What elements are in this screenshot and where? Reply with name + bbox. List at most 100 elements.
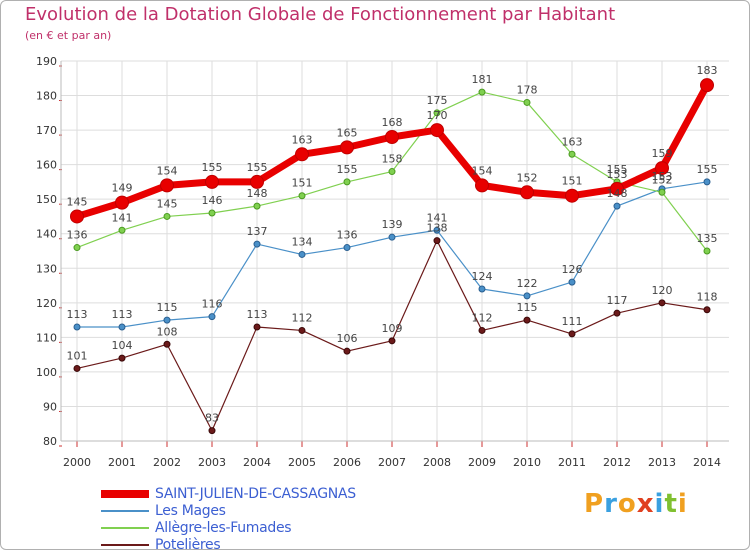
legend-swatch bbox=[101, 543, 149, 546]
x-tick-label: 2004 bbox=[243, 456, 271, 469]
x-tick-label: 2002 bbox=[153, 456, 181, 469]
legend-item: Allègre-les-Fumades bbox=[101, 519, 356, 536]
data-point bbox=[523, 98, 531, 106]
data-point bbox=[250, 174, 264, 189]
data-label: 141 bbox=[427, 211, 448, 224]
data-label: 159 bbox=[652, 147, 673, 160]
data-label: 134 bbox=[292, 235, 313, 248]
data-point bbox=[208, 313, 216, 321]
data-point bbox=[253, 202, 261, 210]
legend-label: SAINT-JULIEN-DE-CASSAGNAS bbox=[155, 485, 356, 502]
x-tick-label: 2012 bbox=[603, 456, 631, 469]
data-point bbox=[655, 161, 669, 176]
data-point bbox=[253, 240, 261, 248]
data-label: 154 bbox=[472, 164, 493, 177]
data-point bbox=[613, 309, 621, 317]
data-label: 126 bbox=[562, 263, 583, 276]
data-point bbox=[520, 185, 534, 200]
proxiti-logo: Proxiti bbox=[584, 489, 688, 519]
data-point bbox=[118, 323, 126, 331]
data-point bbox=[703, 247, 711, 255]
data-point bbox=[475, 178, 489, 193]
y-tick-label: 110 bbox=[36, 331, 57, 344]
data-point bbox=[523, 292, 531, 300]
data-point bbox=[430, 123, 444, 138]
x-tick-label: 2008 bbox=[423, 456, 451, 469]
data-point bbox=[70, 209, 84, 224]
data-label: 168 bbox=[382, 116, 403, 129]
data-point bbox=[295, 147, 309, 162]
data-label: 154 bbox=[157, 164, 178, 177]
x-tick-label: 2005 bbox=[288, 456, 316, 469]
legend-label: Les Mages bbox=[155, 502, 226, 519]
logo-letter: x bbox=[636, 489, 655, 519]
data-point bbox=[700, 78, 714, 93]
data-point bbox=[610, 181, 624, 196]
data-label: 116 bbox=[202, 298, 223, 311]
y-tick-label: 160 bbox=[36, 159, 57, 172]
data-label: 108 bbox=[157, 325, 178, 338]
legend-swatch bbox=[101, 509, 149, 512]
data-label: 83 bbox=[205, 412, 219, 425]
data-point bbox=[208, 427, 216, 435]
data-point bbox=[298, 326, 306, 334]
data-point bbox=[298, 250, 306, 258]
x-tick-label: 2003 bbox=[198, 456, 226, 469]
data-label: 135 bbox=[697, 232, 718, 245]
y-tick-label: 180 bbox=[36, 90, 57, 103]
data-point bbox=[163, 316, 171, 324]
x-tick-label: 2001 bbox=[108, 456, 136, 469]
x-tick-label: 2014 bbox=[693, 456, 721, 469]
logo-letter: r bbox=[604, 489, 618, 519]
data-label: 115 bbox=[157, 301, 178, 314]
legend-label: Allègre-les-Fumades bbox=[155, 519, 292, 536]
data-label: 112 bbox=[292, 311, 313, 324]
legend-item: Les Mages bbox=[101, 502, 356, 519]
chart-subtitle: (en € et par an) bbox=[25, 29, 112, 42]
data-label: 104 bbox=[112, 339, 133, 352]
logo-letter: i bbox=[654, 489, 665, 519]
logo-letter: o bbox=[617, 489, 637, 519]
data-point bbox=[433, 109, 441, 117]
data-point bbox=[703, 306, 711, 314]
data-label: 163 bbox=[562, 135, 583, 148]
data-point bbox=[73, 364, 81, 372]
data-point bbox=[478, 88, 486, 96]
y-tick-label: 100 bbox=[36, 366, 57, 379]
x-tick-label: 2013 bbox=[648, 456, 676, 469]
data-label: 148 bbox=[247, 187, 268, 200]
y-tick-label: 120 bbox=[36, 297, 57, 310]
data-point bbox=[433, 226, 441, 234]
data-point bbox=[73, 244, 81, 252]
data-point bbox=[298, 192, 306, 200]
data-label: 148 bbox=[607, 187, 628, 200]
data-point bbox=[658, 299, 666, 307]
data-label: 151 bbox=[292, 177, 313, 190]
data-label: 136 bbox=[67, 229, 88, 242]
data-label: 163 bbox=[292, 133, 313, 146]
x-tick-label: 2009 bbox=[468, 456, 496, 469]
data-point bbox=[388, 337, 396, 345]
data-label: 155 bbox=[337, 163, 358, 176]
data-point bbox=[568, 330, 576, 338]
data-point bbox=[208, 209, 216, 217]
data-label: 111 bbox=[562, 315, 583, 328]
data-point bbox=[73, 323, 81, 331]
data-point bbox=[523, 316, 531, 324]
data-label: 101 bbox=[67, 349, 88, 362]
y-tick-label: 170 bbox=[36, 124, 57, 137]
x-tick-label: 2006 bbox=[333, 456, 361, 469]
data-label: 145 bbox=[67, 195, 88, 208]
data-point bbox=[343, 347, 351, 355]
data-point bbox=[565, 188, 579, 203]
data-point bbox=[478, 285, 486, 293]
data-label: 113 bbox=[112, 308, 133, 321]
data-label: 151 bbox=[562, 175, 583, 188]
data-label: 155 bbox=[607, 163, 628, 176]
legend-swatch bbox=[101, 526, 149, 529]
data-label: 175 bbox=[427, 94, 448, 107]
data-label: 158 bbox=[382, 153, 403, 166]
data-point bbox=[253, 323, 261, 331]
